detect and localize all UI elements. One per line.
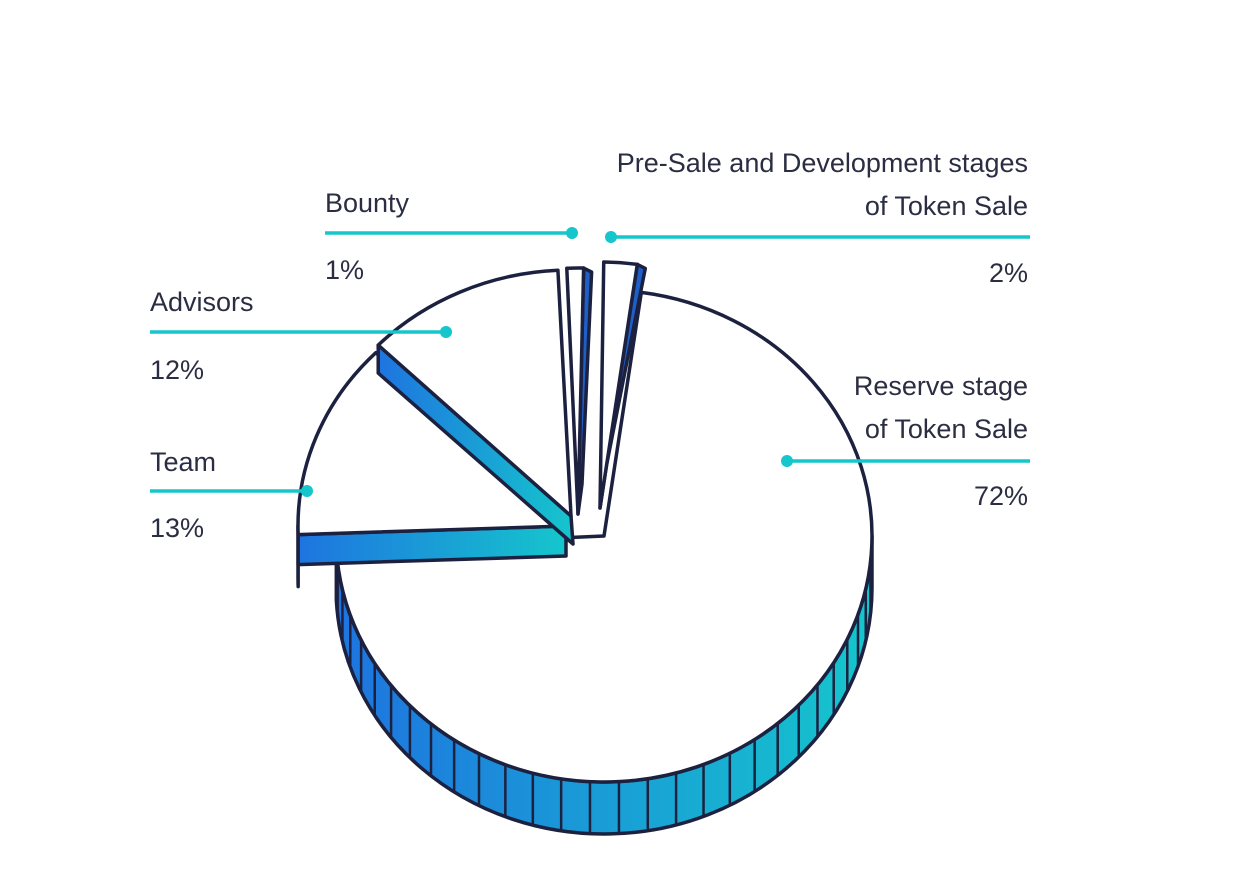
label-pre-sale-and-development-stages-of-token-sale: Pre-Sale and Development stages of Token … [605, 148, 1030, 288]
slice-pre-sale-and-development-stages-of-token-sale [598, 260, 648, 510]
slice-top-reserve-stage-of-token-sale [334, 290, 874, 784]
slice-value-label: 2% [989, 258, 1028, 288]
leader-dot [301, 485, 313, 497]
slice-value-label: 1% [325, 255, 364, 285]
slice-bounty [565, 266, 594, 516]
slice-label: Advisors [150, 287, 254, 317]
slice-value-label: 72% [974, 481, 1028, 511]
slice-top-team [296, 350, 568, 537]
slice-label: Bounty [325, 188, 410, 218]
leader-dot [781, 455, 793, 467]
slice-value-label: 13% [150, 513, 204, 543]
label-reserve-stage-of-token-sale: Reserve stage of Token Sale 72% [781, 371, 1030, 511]
slice-reserve-stage-of-token-sale [334, 290, 874, 836]
slice-team [296, 350, 568, 589]
slice-label: Team [150, 447, 216, 477]
label-team: Team 13% [150, 447, 313, 543]
slice-label: of Token Sale [865, 191, 1028, 221]
slice-label: Reserve stage [854, 371, 1028, 401]
label-bounty: Bounty 1% [325, 188, 578, 285]
label-advisors: Advisors 12% [150, 287, 452, 385]
slice-top-pre-sale-and-development-stages-of-token-sale [598, 260, 640, 510]
slice-top-bounty [565, 266, 586, 516]
pie-slices [296, 260, 874, 836]
leader-dot [605, 231, 617, 243]
pie-labels: Reserve stage of Token Sale 72% Team 13% Advi… [150, 148, 1030, 543]
leader-dot [566, 227, 578, 239]
slice-label: of Token Sale [865, 414, 1028, 444]
slice-label: Pre-Sale and Development stages [617, 148, 1028, 178]
slice-value-label: 12% [150, 355, 204, 385]
leader-dot [440, 326, 452, 338]
